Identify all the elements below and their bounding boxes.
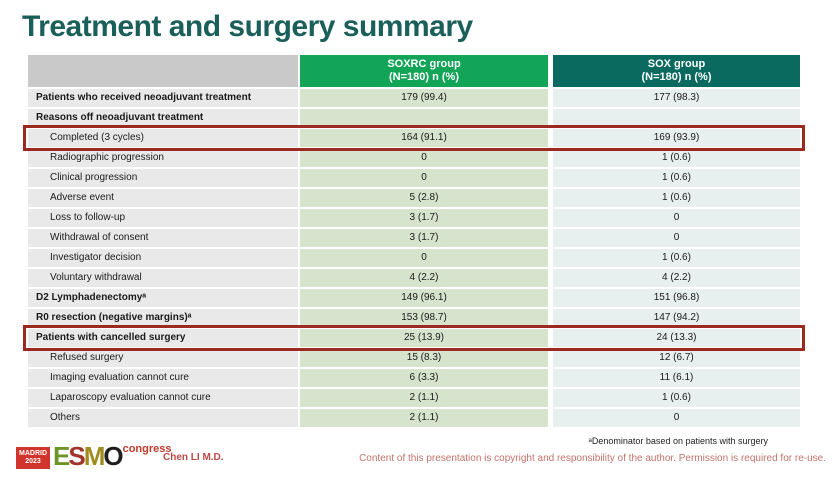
row-label: Investigator decision [28,249,298,267]
sox-value: 0 [553,229,800,247]
esmo-congress-logo: MADRID 2023 ESMO congress [16,443,172,473]
table-row: Completed (3 cycles) 164 (91.1) 169 (93.9) [23,125,805,151]
soxrc-value: 3 (1.7) [300,209,548,227]
soxrc-value: 25 (13.9) [300,329,548,347]
row-label: Radiographic progression [28,149,298,167]
soxrc-value: 0 [300,149,548,167]
header-blank-cell [28,55,298,87]
sox-value: 1 (0.6) [553,249,800,267]
soxrc-value: 3 (1.7) [300,229,548,247]
sox-value: 11 (6.1) [553,369,800,387]
sox-value: 1 (0.6) [553,149,800,167]
table-row: Imaging evaluation cannot cure 6 (3.3) 11 … [28,369,800,387]
table-row: Withdrawal of consent 3 (1.7) 0 [28,229,800,247]
header-soxrc-line1: SOXRC group [387,58,461,70]
esmo-wordmark: ESMO [53,441,124,471]
row-label: Withdrawal of consent [28,229,298,247]
sox-value: 177 (98.3) [553,89,800,107]
table-row: Others 2 (1.1) 0 [28,409,800,427]
soxrc-value: 0 [300,249,548,267]
row-label: Adverse event [28,189,298,207]
header-soxrc-group: SOXRC group (N=180) n (%) [300,55,548,87]
row-label: Refused surgery [28,349,298,367]
author-name: Chen LI M.D. [163,452,224,463]
soxrc-value: 2 (1.1) [300,409,548,427]
table-row: R0 resection (negative margins)ᵃ 153 (98.… [28,309,800,327]
soxrc-value: 5 (2.8) [300,189,548,207]
soxrc-value: 6 (3.3) [300,369,548,387]
sox-value [553,109,800,127]
esmo-letter-o: O [103,441,123,471]
table-row: D2 Lymphadenectomyᵃ 149 (96.1) 151 (96.8) [28,289,800,307]
header-soxrc-line2: (N=180) n (%) [389,71,459,83]
row-label: Voluntary withdrawal [28,269,298,287]
soxrc-value: 15 (8.3) [300,349,548,367]
soxrc-value: 164 (91.1) [300,129,548,147]
soxrc-value: 0 [300,169,548,187]
table-row: Laparoscopy evaluation cannot cure 2 (1.1… [28,389,800,407]
soxrc-value: 2 (1.1) [300,389,548,407]
sox-value: 169 (93.9) [553,129,800,147]
table-row: Clinical progression 0 1 (0.6) [28,169,800,187]
table-row: Patients with cancelled surgery 25 (13.9)… [23,325,805,351]
row-label: D2 Lymphadenectomyᵃ [28,289,298,307]
sox-value: 0 [553,209,800,227]
sox-value: 1 (0.6) [553,189,800,207]
esmo-letter-m: M [83,441,106,471]
row-label: R0 resection (negative margins)ᵃ [28,309,298,327]
header-sox-group: SOX group (N=180) n (%) [553,55,800,87]
header-sox-line1: SOX group [647,58,706,70]
sox-value: 1 (0.6) [553,169,800,187]
table-row: Loss to follow-up 3 (1.7) 0 [28,209,800,227]
badge-year: 2023 [25,458,41,465]
soxrc-value: 149 (96.1) [300,289,548,307]
sox-value: 12 (6.7) [553,349,800,367]
table-body: Patients who received neoadjuvant treatm… [23,89,805,427]
table-row: Voluntary withdrawal 4 (2.2) 4 (2.2) [28,269,800,287]
sox-value: 0 [553,409,800,427]
sox-value: 147 (94.2) [553,309,800,327]
soxrc-value [300,109,548,127]
header-sox-line2: (N=180) n (%) [641,71,712,83]
row-label: Reasons off neoadjuvant treatment [28,109,298,127]
madrid-2023-badge: MADRID 2023 [16,447,50,469]
row-label: Loss to follow-up [28,209,298,227]
row-label: Patients who received neoadjuvant treatm… [28,89,298,107]
sox-value: 4 (2.2) [553,269,800,287]
soxrc-value: 4 (2.2) [300,269,548,287]
sox-value: 24 (13.3) [553,329,800,347]
soxrc-value: 179 (99.4) [300,89,548,107]
row-label: Others [28,409,298,427]
table-row: Patients who received neoadjuvant treatm… [28,89,800,107]
sox-value: 151 (96.8) [553,289,800,307]
table-row: Refused surgery 15 (8.3) 12 (6.7) [28,349,800,367]
table-row: Radiographic progression 0 1 (0.6) [28,149,800,167]
row-label: Completed (3 cycles) [28,129,298,147]
table-row: Reasons off neoadjuvant treatment [28,109,800,127]
row-label: Laparoscopy evaluation cannot cure [28,389,298,407]
table-footnote: ᵃDenominator based on patients with surg… [588,436,768,446]
table-row: Adverse event 5 (2.8) 1 (0.6) [28,189,800,207]
sox-value: 1 (0.6) [553,389,800,407]
badge-city: MADRID [19,450,47,457]
page-title: Treatment and surgery summary [22,10,473,43]
copyright-notice: Content of this presentation is copyrigh… [359,453,826,464]
row-label: Patients with cancelled surgery [28,329,298,347]
esmo-letter-e: E [53,441,70,471]
esmo-letter-s: S [68,441,85,471]
soxrc-value: 153 (98.7) [300,309,548,327]
table-row: Investigator decision 0 1 (0.6) [28,249,800,267]
table-header-row: SOXRC group (N=180) n (%) SOX group (N=1… [28,55,800,87]
congress-label: congress [122,443,172,455]
row-label: Clinical progression [28,169,298,187]
row-label: Imaging evaluation cannot cure [28,369,298,387]
treatment-surgery-table: SOXRC group (N=180) n (%) SOX group (N=1… [23,55,805,429]
